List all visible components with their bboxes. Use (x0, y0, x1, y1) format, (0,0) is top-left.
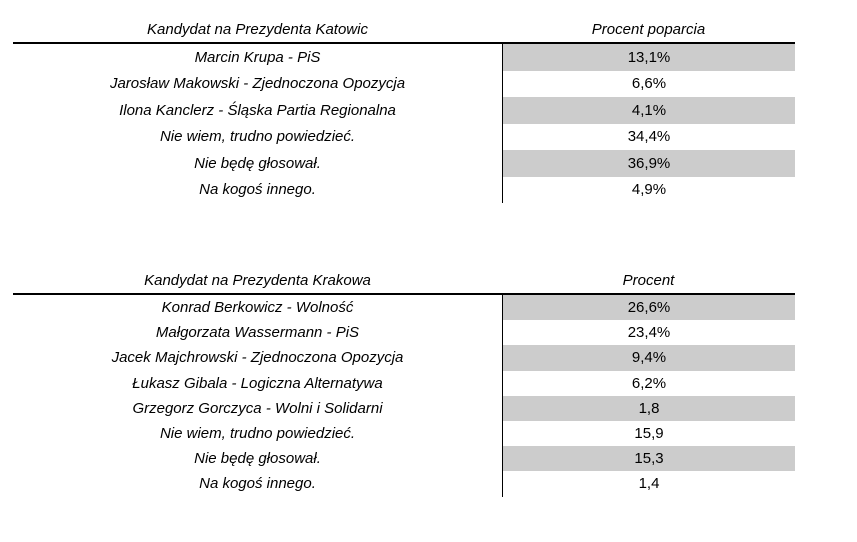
value-cell: 1,8 (502, 395, 795, 421)
value-cell: 4,9% (502, 176, 795, 203)
candidate-cell: Nie będę głosował. (194, 154, 321, 172)
candidate-cell: Grzegorz Gorczyca - Wolni i Solidarni (132, 399, 383, 417)
candidate-cell: Na kogoś innego. (199, 181, 316, 199)
value-cell: 13,1% (502, 44, 795, 71)
value-cell: 4,1% (502, 97, 795, 124)
candidate-cell: Nie będę głosował. (194, 450, 321, 468)
table-row: Marcin Krupa - PiS 13,1% (13, 44, 795, 71)
table-body: Konrad Berkowicz - Wolność 26,6% Małgorz… (13, 295, 795, 497)
candidate-cell: Małgorzata Wassermann - PiS (155, 324, 360, 342)
table-row: Małgorzata Wassermann - PiS 23,4% (13, 320, 795, 346)
table-row: Konrad Berkowicz - Wolność 26,6% (13, 295, 795, 321)
table-row: Jarosław Makowski - Zjednoczona Opozycja… (13, 70, 795, 97)
table-row: Na kogoś innego. 1,4 (13, 471, 795, 497)
value-cell: 36,9% (502, 150, 795, 177)
candidate-column-header: Kandydat na Prezydenta Katowic (147, 21, 368, 38)
candidate-cell: Jarosław Makowski - Zjednoczona Opozycja (109, 75, 406, 93)
table-row: Nie wiem, trudno powiedzieć. 15,9 (13, 420, 795, 447)
candidate-cell: Ilona Kanclerz - Śląska Partia Regionaln… (119, 101, 396, 119)
value-cell: 23,4% (502, 320, 795, 346)
table-row: Nie będę głosował. 15,3 (13, 446, 795, 472)
candidate-cell: Konrad Berkowicz - Wolność (161, 299, 354, 317)
value-cell: 34,4% (502, 123, 795, 150)
table-row: Łukasz Gibala - Logiczna Alternatywa 6,2… (13, 370, 795, 396)
table-row: Na kogoś innego. 4,9% (13, 176, 795, 203)
table-row: Nie będę głosował. 36,9% (13, 150, 795, 177)
value-cell: 15,3 (502, 446, 795, 472)
value-column-header: Procent poparcia (591, 21, 706, 38)
table-row: Nie wiem, trudno powiedzieć. 34,4% (13, 123, 795, 150)
value-cell: 26,6% (502, 295, 795, 321)
table-row: Jacek Majchrowski - Zjednoczona Opozycja… (13, 345, 795, 371)
value-column-header: Procent (622, 272, 675, 289)
candidate-cell: Jacek Majchrowski - Zjednoczona Opozycja (111, 349, 404, 367)
table-row: Ilona Kanclerz - Śląska Partia Regionaln… (13, 97, 795, 124)
value-cell: 6,2% (502, 370, 795, 396)
table-header-row: Kandydat na Prezydenta Katowic Procent p… (13, 17, 795, 44)
candidate-cell: Na kogoś innego. (199, 475, 316, 493)
table-header-row: Kandydat na Prezydenta Krakowa Procent (13, 268, 795, 295)
candidate-cell: Łukasz Gibala - Logiczna Alternatywa (132, 374, 383, 392)
candidate-column-header: Kandydat na Prezydenta Krakowa (144, 272, 371, 289)
value-cell: 15,9 (502, 420, 795, 447)
value-cell: 1,4 (502, 471, 795, 497)
value-cell: 9,4% (502, 345, 795, 371)
candidate-cell: Nie wiem, trudno powiedzieć. (159, 425, 356, 443)
candidate-cell: Marcin Krupa - PiS (194, 48, 321, 66)
value-cell: 6,6% (502, 70, 795, 97)
table-body: Marcin Krupa - PiS 13,1% Jarosław Makows… (13, 44, 795, 203)
table-row: Grzegorz Gorczyca - Wolni i Solidarni 1,… (13, 395, 795, 421)
poll-table-krakow: Kandydat na Prezydenta Krakowa Procent K… (13, 268, 795, 497)
poll-table-katowice: Kandydat na Prezydenta Katowic Procent p… (13, 17, 795, 203)
candidate-cell: Nie wiem, trudno powiedzieć. (159, 128, 356, 146)
